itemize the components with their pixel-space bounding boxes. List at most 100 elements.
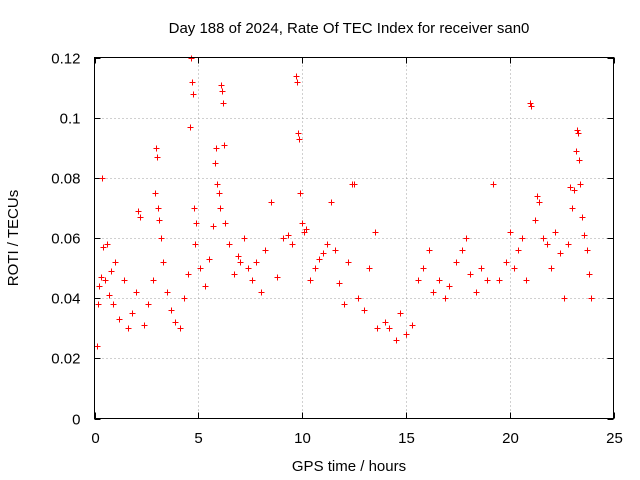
data-point: [141, 322, 148, 329]
data-point: [382, 319, 389, 326]
x-tick-label: 20: [502, 430, 519, 447]
data-point: [294, 79, 301, 86]
data-point: [177, 325, 184, 332]
data-point: [112, 259, 119, 266]
data-point: [218, 82, 225, 89]
y-tick-label: 0.06: [51, 231, 80, 248]
data-point: [569, 205, 576, 212]
data-point: [217, 205, 224, 212]
data-point: [544, 241, 551, 248]
data-point: [341, 301, 348, 308]
data-point: [212, 160, 219, 167]
data-point: [104, 241, 111, 248]
data-point: [523, 277, 530, 284]
data-point: [145, 301, 152, 308]
data-point: [557, 250, 564, 257]
data-markers: [94, 55, 595, 350]
data-point: [295, 130, 302, 137]
data-point: [96, 283, 103, 290]
x-axis-label: GPS time / hours: [292, 458, 406, 475]
data-point: [220, 100, 227, 107]
data-point: [328, 199, 335, 206]
data-point: [420, 265, 427, 272]
data-point: [154, 154, 161, 161]
data-point: [397, 310, 404, 317]
gridlines: [94, 57, 614, 419]
data-point: [98, 274, 105, 281]
data-point: [577, 181, 584, 188]
data-point: [285, 232, 292, 239]
y-axis-label: ROTI / TECUs: [5, 190, 22, 286]
data-point: [536, 199, 543, 206]
data-point: [187, 124, 194, 131]
data-point: [258, 289, 265, 296]
data-point: [293, 73, 300, 80]
data-point: [548, 265, 555, 272]
data-point: [361, 307, 368, 314]
data-point: [102, 277, 109, 284]
data-point: [571, 187, 578, 194]
data-point: [459, 247, 466, 254]
data-point: [253, 259, 260, 266]
y-tick-label: 0.04: [51, 291, 80, 308]
data-point: [222, 220, 229, 227]
data-point: [503, 259, 510, 266]
data-point: [155, 205, 162, 212]
data-point: [110, 301, 117, 308]
data-point: [534, 193, 541, 200]
data-point: [168, 307, 175, 314]
data-point: [574, 127, 581, 134]
data-point: [552, 229, 559, 236]
data-point: [106, 292, 113, 299]
data-point: [164, 289, 171, 296]
data-point: [446, 283, 453, 290]
data-point: [515, 247, 522, 254]
data-point: [150, 277, 157, 284]
data-point: [296, 136, 303, 143]
data-point: [473, 289, 480, 296]
data-point: [125, 325, 132, 332]
data-point: [565, 241, 572, 248]
data-point: [467, 271, 474, 278]
data-point: [579, 214, 586, 221]
data-point: [202, 283, 209, 290]
data-point: [133, 289, 140, 296]
data-point: [226, 241, 233, 248]
data-point: [100, 244, 107, 251]
data-point: [355, 295, 362, 302]
data-point: [95, 301, 102, 308]
data-point: [372, 229, 379, 236]
data-point: [490, 181, 497, 188]
data-point: [172, 319, 179, 326]
data-point: [415, 277, 422, 284]
y-tick-label: 0.12: [51, 51, 80, 68]
data-point: [332, 247, 339, 254]
y-tick-label: 0.1: [60, 111, 81, 128]
data-point: [528, 103, 535, 110]
data-point: [99, 175, 106, 182]
data-point: [312, 265, 319, 272]
data-point: [188, 55, 195, 62]
data-point: [108, 268, 115, 275]
data-point: [213, 145, 220, 152]
data-point: [316, 256, 323, 263]
y-tick-label: 0: [72, 412, 80, 429]
data-point: [193, 220, 200, 227]
x-tick-labels: 0 5 10 15 20 25: [91, 430, 623, 447]
data-point: [453, 259, 460, 266]
data-point: [135, 208, 142, 215]
data-point: [442, 295, 449, 302]
data-point: [581, 232, 588, 239]
data-point: [181, 295, 188, 302]
data-point: [129, 310, 136, 317]
y-tick-label: 0.02: [51, 351, 80, 368]
x-tick-label: 15: [398, 430, 415, 447]
data-point: [214, 181, 221, 188]
data-point: [221, 142, 228, 149]
data-point: [249, 277, 256, 284]
data-point: [189, 79, 196, 86]
data-point: [393, 337, 400, 344]
x-tick-label: 5: [194, 430, 202, 447]
data-point: [137, 214, 144, 221]
